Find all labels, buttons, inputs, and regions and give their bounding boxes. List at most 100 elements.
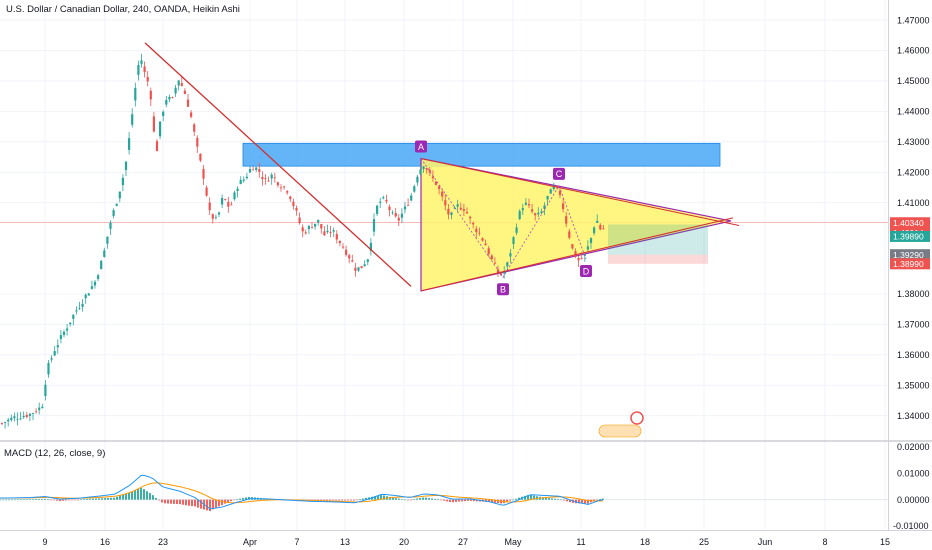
candle-body <box>438 186 441 189</box>
point-c-marker[interactable] <box>553 167 565 180</box>
macd-histogram-bar <box>323 499 325 501</box>
candle-body <box>143 66 146 73</box>
macd-histogram-bar <box>236 499 238 500</box>
candle-body <box>314 223 317 227</box>
position-profit-zone[interactable] <box>608 224 708 255</box>
macd-histogram-bar <box>134 490 136 500</box>
position-loss-zone[interactable] <box>608 254 708 264</box>
macd-histogram-bar <box>452 499 454 503</box>
macd-histogram-bar <box>365 497 367 500</box>
abcd-zigzag[interactable] <box>420 158 587 278</box>
macd-histogram-bar <box>161 499 163 503</box>
macd-histogram-bar <box>401 499 403 500</box>
macd-histogram-bar <box>506 499 508 502</box>
macd-histogram-bar <box>587 499 589 504</box>
candle-body <box>388 206 391 211</box>
time-tick-label: 23 <box>158 537 168 547</box>
candle-body <box>50 358 53 360</box>
macd-histogram-bar <box>137 488 139 500</box>
macd-histogram-bar <box>230 499 232 502</box>
candle-body <box>267 180 270 182</box>
macd-histogram-bar <box>344 499 346 501</box>
time-tick-label: 11 <box>576 537 585 547</box>
point-b-label: B <box>500 285 506 295</box>
macd-histogram-bar <box>86 499 88 500</box>
macd-histogram-bar <box>569 499 571 503</box>
pattern-overlays[interactable]: A B C D <box>144 42 740 438</box>
candle-body <box>441 191 444 197</box>
grid <box>0 0 932 531</box>
candle-body <box>366 259 369 262</box>
candle-body <box>577 257 580 261</box>
candle-body <box>422 166 425 170</box>
candle-body <box>534 213 537 216</box>
candle-body <box>100 260 103 270</box>
candle-body <box>382 197 385 199</box>
candle-body <box>162 111 165 117</box>
candle-body <box>512 237 515 244</box>
price-tick-label: 1.42000 <box>897 167 930 177</box>
macd-panel <box>0 474 888 512</box>
candle-body <box>549 189 552 194</box>
candle-body <box>298 217 301 223</box>
price-label-badge <box>890 249 930 261</box>
macd-histogram-bar <box>23 499 25 501</box>
price-label-text: 1.40340 <box>893 218 924 228</box>
candle-body <box>521 208 524 211</box>
candle-body <box>524 202 527 205</box>
macd-histogram-bar <box>221 499 223 506</box>
candle-body <box>255 167 258 170</box>
event-flag-icon[interactable] <box>630 411 644 425</box>
candle-body <box>599 224 602 230</box>
candle-body <box>44 384 47 397</box>
candle-body <box>47 362 50 375</box>
point-d-marker[interactable] <box>580 264 592 277</box>
candle-body <box>341 246 345 248</box>
candle-body <box>258 169 261 172</box>
point-a-marker[interactable] <box>415 140 427 153</box>
price-tick-label: 1.43000 <box>897 137 930 147</box>
macd-histogram-bar <box>197 499 199 508</box>
candle-body <box>518 211 521 220</box>
time-tick-label: 16 <box>100 537 110 547</box>
macd-histogram-bar <box>419 498 421 500</box>
triangle-lower-trendline[interactable] <box>420 217 734 292</box>
candle-body <box>131 114 134 125</box>
macd-histogram-bar <box>527 495 529 500</box>
candle-body <box>472 222 475 225</box>
macd-histogram-bar <box>458 499 460 502</box>
candle-body <box>211 214 214 219</box>
candle-body <box>208 202 211 211</box>
candle-body <box>233 192 236 200</box>
triangle-upper-trendline[interactable] <box>420 158 740 226</box>
macd-histogram-bar <box>188 499 190 506</box>
candle-body <box>596 220 599 223</box>
macd-histogram-bar <box>41 498 43 500</box>
macd-histogram-bar <box>584 499 586 504</box>
pattern-drawings[interactable] <box>242 142 732 292</box>
events-badge-icon[interactable] <box>598 424 642 438</box>
candle-body <box>90 286 93 289</box>
candle-body <box>484 243 487 246</box>
resistance-zone[interactable] <box>242 142 721 167</box>
macd-tick-label: 0.02000 <box>897 442 930 452</box>
candle-body <box>286 191 289 193</box>
macd-histogram-bar <box>422 497 424 500</box>
candle-body <box>193 124 196 132</box>
candle-body <box>109 222 112 229</box>
price-tick-label: 1.37000 <box>897 320 930 330</box>
candle-body <box>28 413 31 416</box>
candle-body <box>589 238 593 244</box>
candle-body <box>320 224 323 229</box>
point-b-marker[interactable] <box>497 283 509 296</box>
macd-histogram-bar <box>563 499 565 501</box>
candle-body <box>323 231 326 236</box>
descending-trendline[interactable] <box>144 42 412 287</box>
time-tick-label: 7 <box>294 537 299 547</box>
candle-body <box>354 267 357 271</box>
macd-tick-label: 0.00000 <box>897 495 930 505</box>
candle-body <box>348 255 351 259</box>
macd-histogram-bar <box>515 498 517 500</box>
candle-body <box>304 232 307 234</box>
